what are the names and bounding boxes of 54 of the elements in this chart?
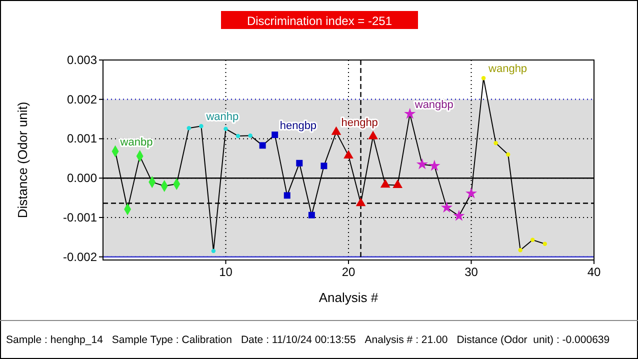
point <box>284 192 290 199</box>
y-axis-title: Distance (Odor unit) <box>15 102 30 218</box>
point <box>224 126 228 132</box>
point <box>506 152 510 157</box>
point <box>331 126 342 135</box>
y-tick-label: -0.001 <box>62 210 98 224</box>
point <box>453 210 465 221</box>
point <box>368 130 378 140</box>
y-tick-label: 0.002 <box>66 92 98 106</box>
text: Sample Type : Calibration <box>112 334 232 346</box>
x-tick-label: 30 <box>464 265 478 279</box>
series-label: wangbp <box>414 98 454 111</box>
point <box>320 162 328 170</box>
point <box>199 124 204 128</box>
x-tick-label: 10 <box>219 265 233 279</box>
series-label: wanhp <box>205 111 239 124</box>
text: Distance (Odor unit) : -0.000639 <box>456 334 610 346</box>
chart-title: Discrimination index = -251 <box>246 14 392 28</box>
y-tick-label: 0.001 <box>66 132 98 146</box>
point <box>236 134 240 138</box>
point <box>440 202 453 213</box>
point <box>272 132 278 138</box>
point <box>211 248 216 254</box>
text: Sample : henghp_14 <box>6 334 104 346</box>
y-tick-label: -0.002 <box>62 250 98 264</box>
point <box>356 198 366 206</box>
series-label: hengbp <box>280 120 317 132</box>
point <box>518 248 522 252</box>
point <box>308 212 315 218</box>
point <box>428 160 440 171</box>
point <box>248 133 252 138</box>
point <box>404 108 416 119</box>
text: Date : 11/10/24 00:13:55 <box>240 334 356 346</box>
x-axis-title: Analysis # <box>318 290 379 305</box>
point <box>530 238 535 242</box>
y-tick-label: 0.000 <box>66 171 98 186</box>
point <box>186 126 192 130</box>
point <box>380 179 390 188</box>
text: Analysis # : 21.00 <box>364 334 448 346</box>
point <box>392 180 403 188</box>
point <box>344 150 354 159</box>
series-label: wanghp <box>488 63 528 76</box>
point <box>494 140 498 146</box>
point <box>542 242 548 246</box>
x-tick-label: 40 <box>587 265 601 279</box>
point <box>259 142 266 149</box>
y-tick-label: 0.003 <box>66 53 98 67</box>
point <box>465 187 478 198</box>
point <box>416 158 428 170</box>
series-label: wanbp <box>119 136 153 148</box>
point <box>481 76 486 80</box>
x-tick-label: 20 <box>342 265 356 279</box>
point <box>296 160 303 166</box>
series-label: henghp <box>341 117 378 130</box>
